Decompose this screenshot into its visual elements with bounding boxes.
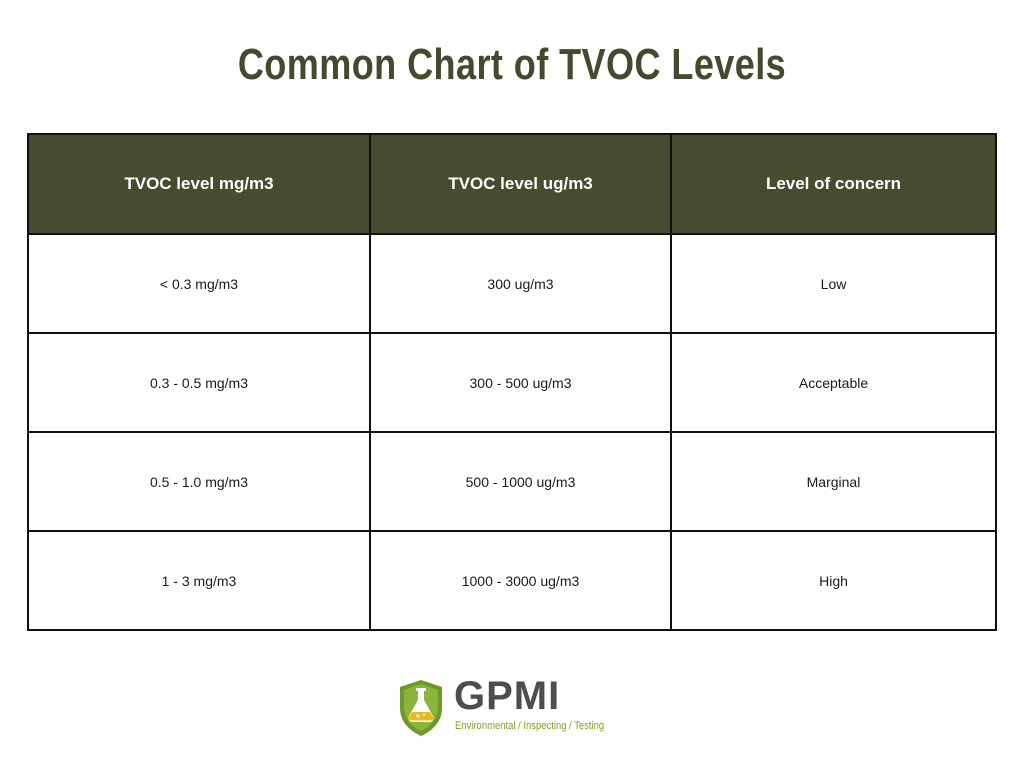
table-row: 0.3 - 0.5 mg/m3 300 - 500 ug/m3 Acceptab… <box>27 332 997 433</box>
cell-mg-m3: 0.5 - 1.0 mg/m3 <box>27 431 371 532</box>
cell-ug-m3: 300 - 500 ug/m3 <box>369 332 672 433</box>
logo-name: GPMI <box>454 674 561 718</box>
cell-ug-m3: 1000 - 3000 ug/m3 <box>369 530 672 631</box>
tvoc-levels-table: TVOC level mg/m3 TVOC level ug/m3 Level … <box>27 133 997 631</box>
table-header-row: TVOC level mg/m3 TVOC level ug/m3 Level … <box>27 133 997 235</box>
header-mg-m3: TVOC level mg/m3 <box>27 133 371 235</box>
page-title: Common Chart of TVOC Levels <box>237 40 787 89</box>
cell-mg-m3: 1 - 3 mg/m3 <box>27 530 371 631</box>
header-ug-m3: TVOC level ug/m3 <box>369 133 672 235</box>
cell-mg-m3: 0.3 - 0.5 mg/m3 <box>27 332 371 433</box>
shield-flask-icon <box>400 680 442 736</box>
logo-tagline: Environmental / Inspecting / Testing <box>455 720 605 732</box>
gpmi-logo: GPMI Environmental / Inspecting / Testin… <box>396 676 626 740</box>
cell-level-of-concern: Marginal <box>670 431 997 532</box>
table-row: 0.5 - 1.0 mg/m3 500 - 1000 ug/m3 Margina… <box>27 431 997 532</box>
cell-ug-m3: 300 ug/m3 <box>369 233 672 334</box>
header-level-of-concern: Level of concern <box>670 133 997 235</box>
cell-level-of-concern: High <box>670 530 997 631</box>
table-row: < 0.3 mg/m3 300 ug/m3 Low <box>27 233 997 334</box>
cell-ug-m3: 500 - 1000 ug/m3 <box>369 431 672 532</box>
cell-level-of-concern: Acceptable <box>670 332 997 433</box>
cell-mg-m3: < 0.3 mg/m3 <box>27 233 371 334</box>
table-row: 1 - 3 mg/m3 1000 - 3000 ug/m3 High <box>27 530 997 631</box>
cell-level-of-concern: Low <box>670 233 997 334</box>
